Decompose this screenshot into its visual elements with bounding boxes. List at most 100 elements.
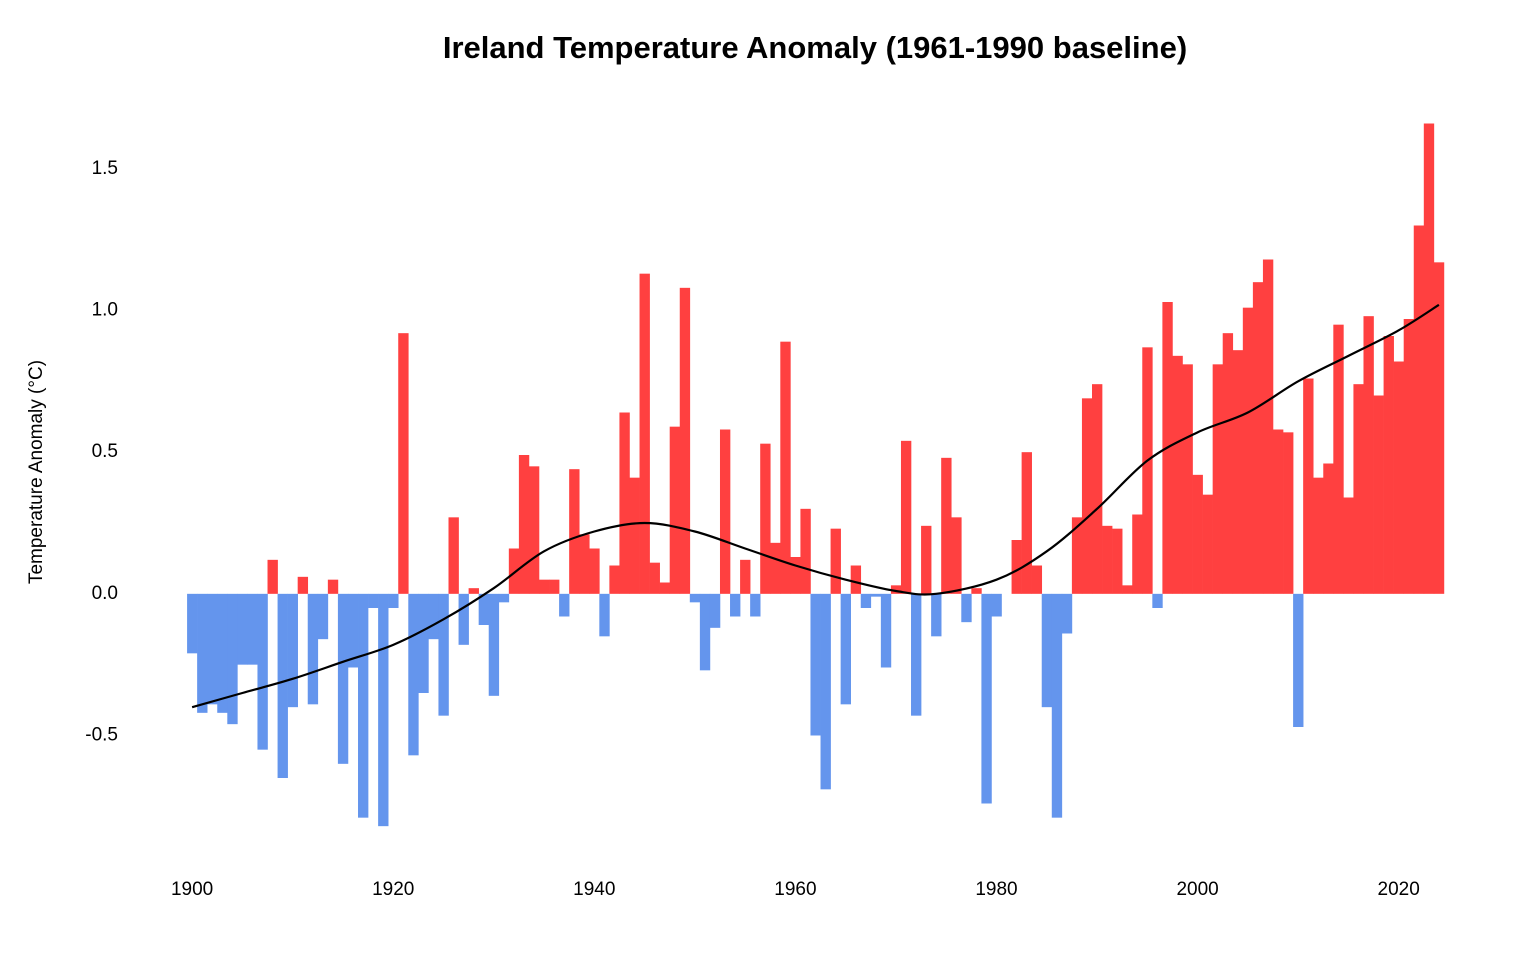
y-tick-label: -0.5 — [85, 725, 118, 746]
bar — [951, 517, 962, 594]
bar — [1132, 514, 1143, 594]
bar — [840, 593, 851, 705]
bar — [247, 593, 258, 665]
trend-line — [191, 303, 1440, 709]
bar — [207, 593, 218, 705]
bar — [639, 273, 650, 594]
bar — [659, 582, 671, 594]
bar — [699, 593, 711, 671]
bar — [1061, 593, 1073, 634]
bar — [730, 593, 741, 617]
bar — [267, 559, 278, 594]
bar — [1413, 225, 1425, 594]
bar — [317, 593, 329, 640]
bar — [1283, 432, 1294, 594]
x-tick-label: 1960 — [774, 879, 816, 900]
bar — [1393, 361, 1404, 594]
bar — [1202, 494, 1213, 594]
bar — [1373, 395, 1384, 594]
bar — [770, 542, 781, 594]
bar — [679, 287, 691, 594]
bar — [327, 579, 339, 594]
y-tick-label: 0.0 — [92, 583, 118, 604]
bar — [1182, 364, 1193, 594]
bar — [559, 593, 570, 617]
bar — [307, 593, 319, 705]
bar — [418, 593, 429, 693]
bar — [709, 593, 721, 628]
bar — [1041, 593, 1053, 708]
y-tick-label: 1.5 — [92, 158, 118, 179]
bar — [780, 341, 791, 594]
bar — [197, 593, 208, 713]
bar — [257, 593, 268, 750]
bar — [1152, 593, 1163, 608]
bar — [508, 548, 520, 594]
bar — [358, 593, 369, 818]
bar — [458, 593, 469, 645]
bar — [1363, 316, 1374, 594]
bar — [900, 440, 912, 594]
bar — [549, 579, 560, 594]
bar — [398, 333, 409, 594]
bar — [1262, 259, 1274, 594]
bar — [478, 593, 490, 625]
bar — [619, 412, 630, 594]
bar — [689, 593, 701, 603]
bar — [649, 562, 660, 594]
bar — [1333, 324, 1344, 594]
bar — [287, 593, 298, 708]
bar — [1081, 398, 1093, 594]
bar — [1423, 123, 1435, 594]
x-tick-label: 1900 — [171, 879, 213, 900]
bar — [579, 534, 590, 594]
bar — [669, 426, 681, 594]
x-tick-label: 2020 — [1378, 879, 1420, 900]
bar — [448, 517, 459, 594]
bar — [1192, 474, 1203, 594]
bar — [528, 466, 540, 594]
bar — [1232, 350, 1244, 594]
bar — [1071, 517, 1083, 594]
bar — [971, 588, 982, 594]
bar — [428, 593, 439, 640]
bar — [277, 593, 288, 778]
bar — [1112, 528, 1123, 594]
bar — [740, 559, 751, 594]
bar — [860, 593, 872, 608]
bar — [981, 593, 992, 804]
bar — [227, 593, 238, 725]
bar — [1303, 378, 1314, 594]
chart-title: Ireland Temperature Anomaly (1961-1990 b… — [443, 30, 1187, 65]
bar — [820, 593, 831, 790]
bar — [1031, 565, 1043, 594]
bar — [488, 593, 500, 696]
bar — [890, 585, 902, 594]
bar — [1383, 336, 1394, 594]
x-tick-label: 1920 — [372, 879, 414, 900]
bar — [790, 557, 801, 594]
bar — [609, 565, 620, 594]
bar — [408, 593, 419, 756]
bar — [941, 457, 952, 594]
bar — [760, 443, 771, 594]
bar — [911, 593, 922, 716]
y-tick-label: 0.5 — [92, 441, 118, 462]
bar — [750, 593, 761, 617]
bar — [347, 593, 359, 668]
bar — [870, 593, 882, 597]
bar — [378, 593, 389, 827]
bar — [1323, 463, 1334, 594]
bar — [187, 593, 198, 654]
bar — [1222, 333, 1234, 594]
bar — [1212, 364, 1224, 594]
bar — [468, 588, 479, 594]
bar — [368, 593, 379, 608]
bar — [1313, 477, 1324, 594]
x-tick-label: 2000 — [1176, 879, 1218, 900]
bar — [498, 593, 510, 603]
bar — [1011, 540, 1022, 594]
bar — [1102, 525, 1113, 594]
bar — [538, 579, 550, 594]
